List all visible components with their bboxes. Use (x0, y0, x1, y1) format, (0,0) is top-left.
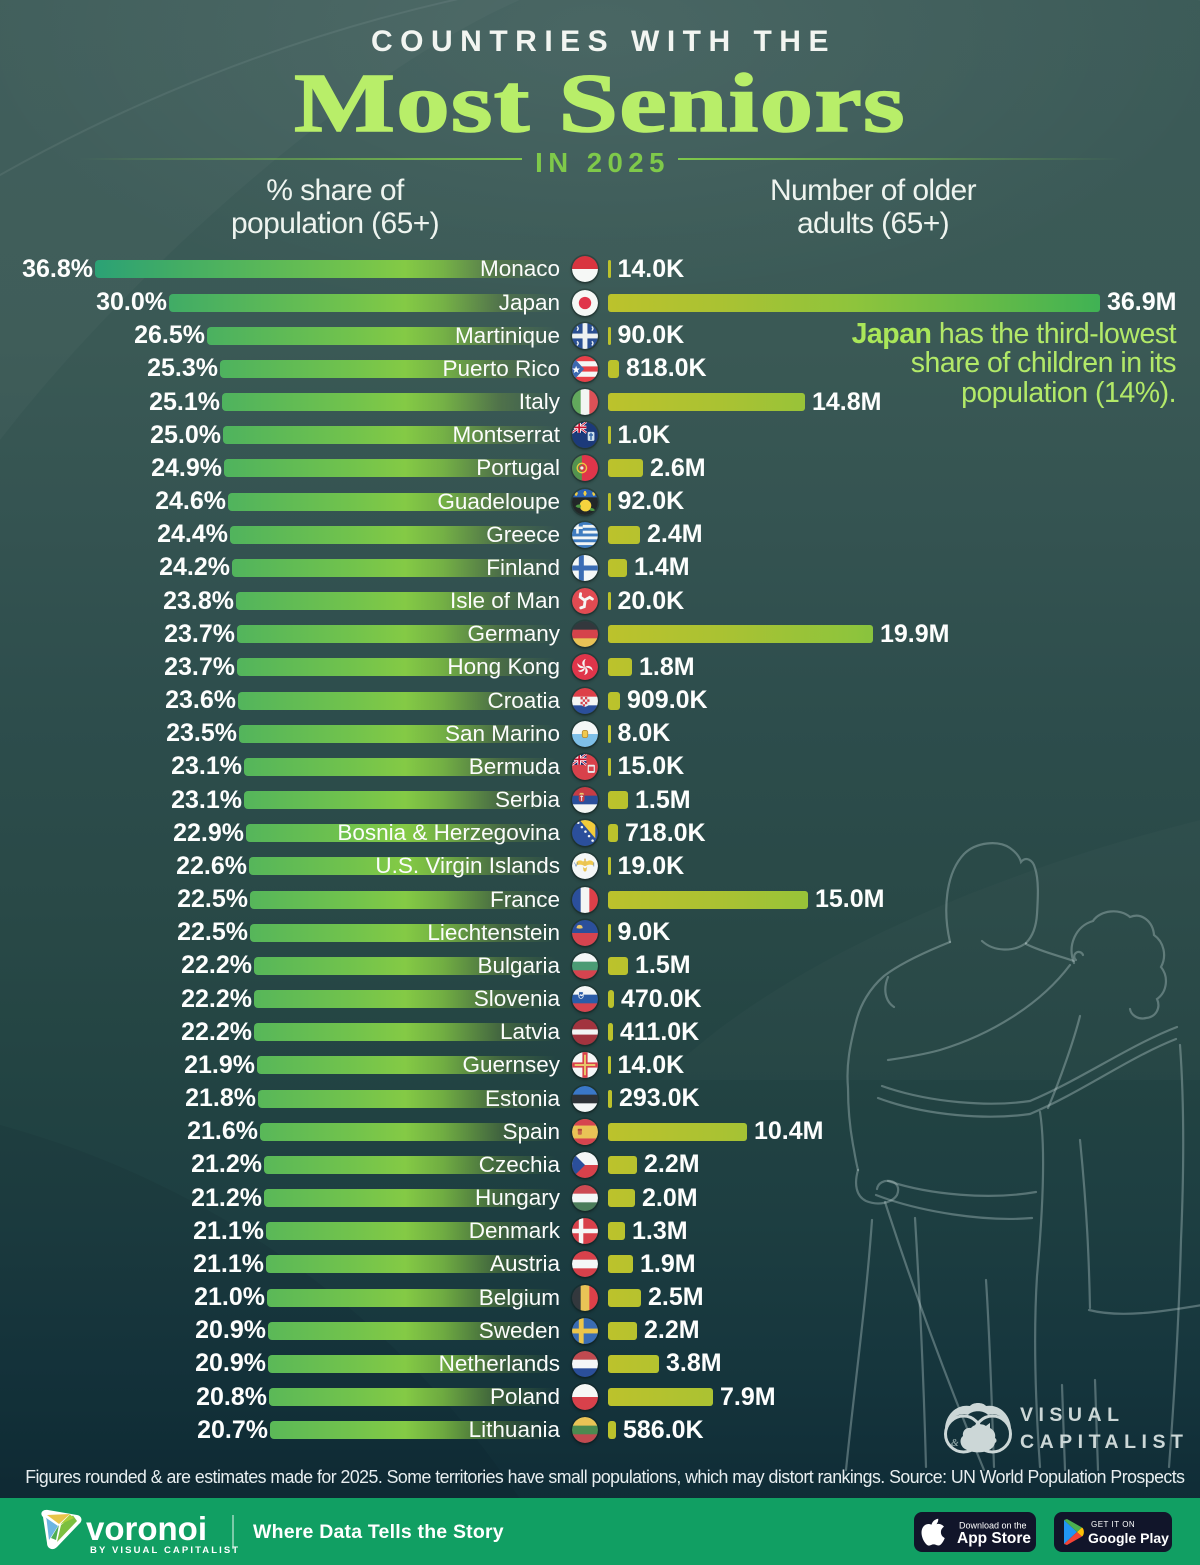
svg-text:&: & (951, 1438, 959, 1449)
svg-text:App Store: App Store (957, 1530, 1031, 1547)
svg-text:I: I (593, 863, 595, 869)
svg-text:Download on the: Download on the (959, 1521, 1027, 1531)
svg-text:Google Play: Google Play (1088, 1530, 1169, 1546)
svg-text:V: V (574, 863, 578, 869)
svg-text:GET IT ON: GET IT ON (1091, 1520, 1135, 1529)
